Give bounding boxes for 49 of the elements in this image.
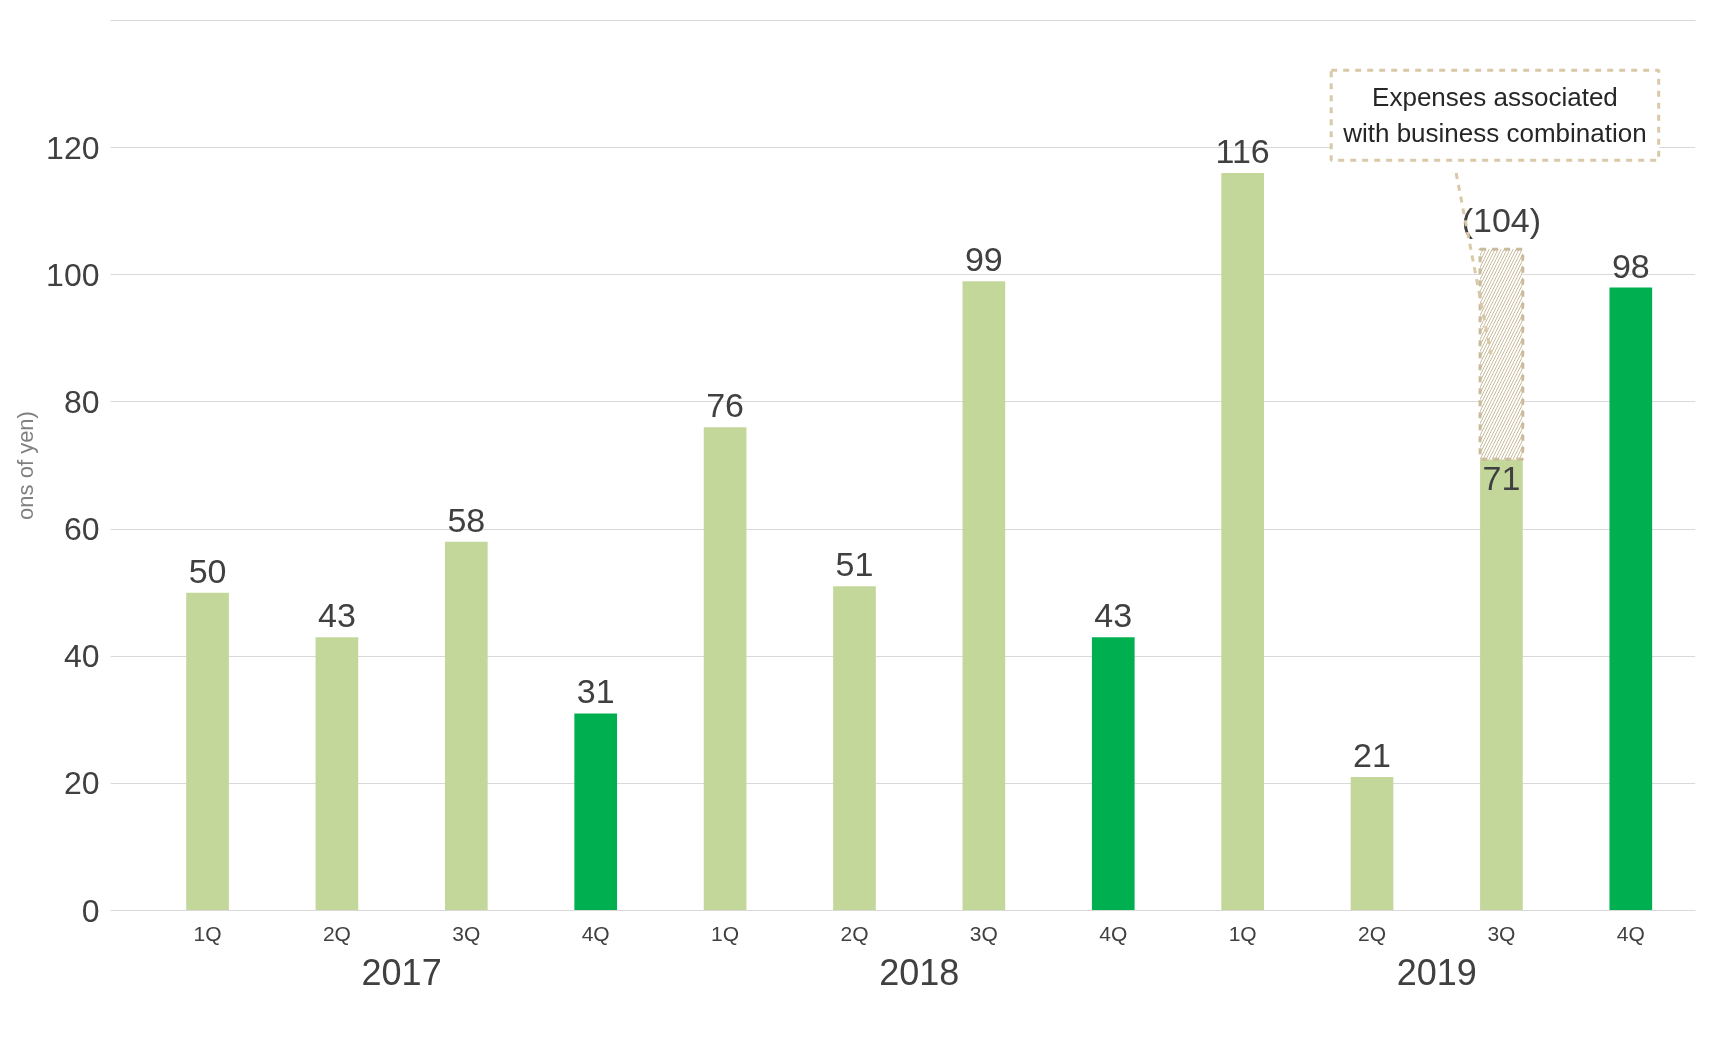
x-tick-label: 2Q <box>322 921 351 945</box>
bar <box>186 592 229 911</box>
data-label: 71 <box>1482 459 1521 498</box>
y-tick-label: 60 <box>63 511 100 548</box>
bar <box>315 637 359 911</box>
y-axis-title: ons of yen) <box>13 411 39 520</box>
y-tick-label: 80 <box>63 383 100 420</box>
x-tick-label: 3Q <box>452 921 481 945</box>
x-tick-label: 1Q <box>193 921 222 945</box>
data-label: 99 <box>964 240 1003 279</box>
bar <box>703 427 747 911</box>
text: 2019 <box>1396 951 1477 993</box>
data-label: 98 <box>1611 246 1650 285</box>
y-tick-label: 20 <box>63 765 100 802</box>
x-tick-label: 4Q <box>581 921 610 945</box>
bar <box>1609 287 1653 911</box>
x-tick-label: 3Q <box>969 921 998 945</box>
bar <box>1091 637 1135 911</box>
total-label: (104) <box>1461 201 1542 240</box>
text: 2018 <box>879 951 960 993</box>
x-tick-label: 1Q <box>1228 921 1257 945</box>
data-label: 116 <box>1215 132 1270 171</box>
x-tick-label: 3Q <box>1487 921 1516 945</box>
x-tick-label: 1Q <box>711 921 740 945</box>
data-label: 31 <box>576 672 615 711</box>
data-label: 50 <box>188 551 227 590</box>
bar <box>1480 459 1523 911</box>
bar <box>1221 173 1264 911</box>
bar <box>444 541 488 911</box>
bar <box>962 281 1006 911</box>
data-label: 58 <box>447 500 486 539</box>
bar <box>1350 777 1394 911</box>
text: 2017 <box>361 951 442 993</box>
bar <box>574 713 618 911</box>
y-tick-label: 0 <box>81 892 100 929</box>
data-label: 76 <box>706 386 745 425</box>
y-tick-label: 120 <box>46 129 100 166</box>
data-label: 21 <box>1353 736 1391 774</box>
data-label: 43 <box>318 596 356 635</box>
x-tick-label: 4Q <box>1616 921 1645 945</box>
annotation: Expenses associated with business combination <box>1342 82 1647 149</box>
bar <box>833 586 876 911</box>
data-label: 43 <box>1094 596 1133 635</box>
x-tick-label: 2Q <box>1358 921 1387 945</box>
x-tick-label: 2Q <box>840 921 869 945</box>
x-tick-label: 4Q <box>1099 921 1128 945</box>
data-label: 51 <box>835 545 874 584</box>
y-tick-label: 40 <box>63 638 100 675</box>
y-tick-label: 100 <box>46 256 100 293</box>
